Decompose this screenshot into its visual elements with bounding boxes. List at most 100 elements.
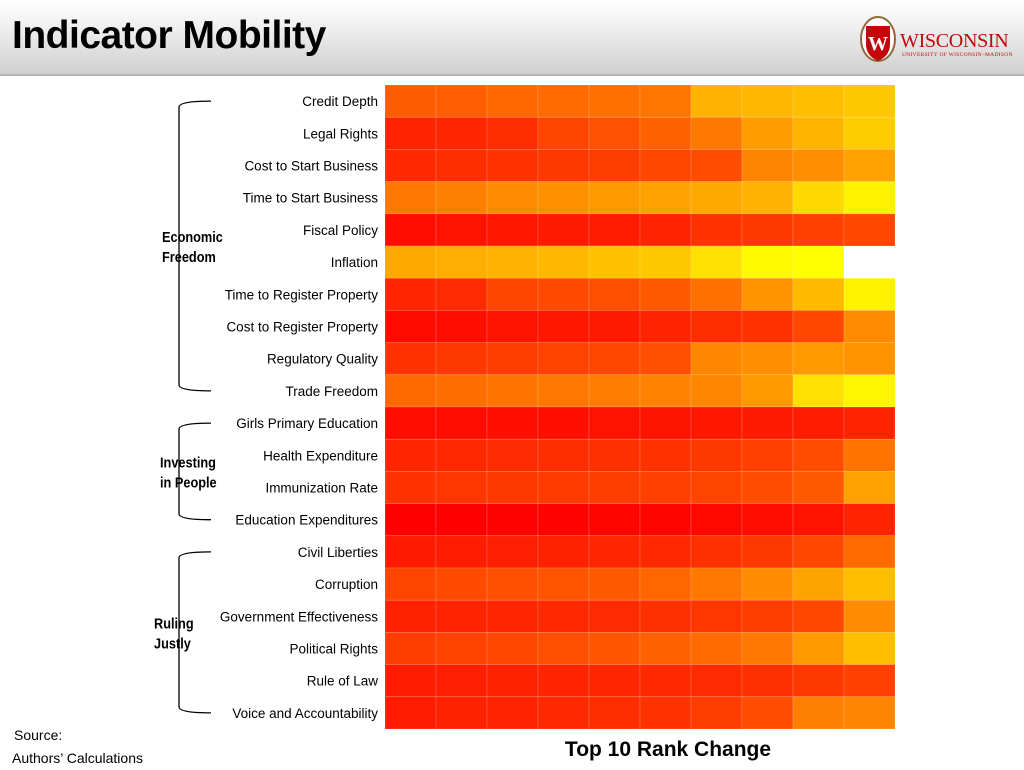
source-label: Source: bbox=[14, 727, 63, 743]
heatmap-cell bbox=[741, 696, 794, 730]
heatmap-cell bbox=[384, 535, 437, 569]
heatmap-cell bbox=[639, 149, 692, 182]
group-label: Economic bbox=[162, 229, 223, 245]
row-label: Civil Liberties bbox=[298, 545, 379, 560]
heatmap-cell bbox=[741, 471, 794, 504]
heatmap-cell bbox=[741, 503, 794, 537]
heatmap-cell bbox=[588, 213, 641, 247]
heatmap-cell bbox=[486, 503, 539, 537]
heatmap-cell bbox=[690, 342, 743, 376]
heatmap-cell bbox=[792, 181, 845, 215]
heatmap-cell bbox=[588, 310, 641, 343]
heatmap-cell bbox=[537, 149, 590, 182]
row-label: Time to Start Business bbox=[243, 191, 379, 206]
heatmap-cell bbox=[792, 277, 845, 311]
heatmap-cell bbox=[435, 438, 488, 472]
heatmap-cell bbox=[486, 245, 539, 279]
heatmap-cell bbox=[435, 374, 488, 408]
row-label: Immunization Rate bbox=[265, 481, 378, 496]
heatmap-cell bbox=[486, 342, 539, 376]
heatmap-cell bbox=[537, 503, 590, 537]
heatmap-cell bbox=[384, 471, 437, 504]
heatmap-cell bbox=[588, 599, 641, 633]
heatmap-cell bbox=[588, 632, 641, 665]
heatmap-cell bbox=[486, 664, 539, 698]
heatmap-cell bbox=[741, 567, 794, 601]
heatmap-cell bbox=[639, 438, 692, 472]
heatmap-cell bbox=[588, 406, 641, 440]
heatmap-cell bbox=[843, 406, 896, 440]
heatmap-cell bbox=[486, 213, 539, 247]
heatmap-cell bbox=[741, 277, 794, 311]
heatmap-cell bbox=[639, 535, 692, 569]
heatmap-cell bbox=[384, 438, 437, 472]
heatmap-cell bbox=[486, 181, 539, 215]
row-label: Inflation bbox=[331, 255, 378, 270]
row-label: Legal Rights bbox=[303, 126, 378, 141]
heatmap-cell bbox=[384, 310, 437, 343]
heatmap-cell bbox=[792, 471, 845, 504]
heatmap-cell bbox=[435, 245, 488, 279]
heatmap-cell bbox=[844, 246, 895, 279]
row-label: Cost to Start Business bbox=[244, 159, 378, 174]
heatmap-cell bbox=[486, 696, 539, 730]
row-label: Health Expenditure bbox=[263, 448, 378, 463]
heatmap-cell bbox=[639, 567, 692, 601]
row-label: Cost to Register Property bbox=[226, 320, 378, 335]
heatmap-cell bbox=[792, 116, 845, 150]
heatmap-cell bbox=[792, 342, 845, 376]
heatmap-cell bbox=[741, 599, 794, 633]
heatmap-cell bbox=[843, 696, 896, 730]
heatmap-cell bbox=[843, 277, 896, 311]
heatmap-cell bbox=[537, 342, 590, 376]
heatmap-cell bbox=[843, 503, 896, 537]
heatmap-cell bbox=[792, 535, 845, 569]
heatmap-cell bbox=[537, 632, 590, 665]
heatmap-cell bbox=[435, 181, 488, 215]
heatmap-cell bbox=[435, 342, 488, 376]
heatmap-cell bbox=[384, 599, 437, 633]
heatmap-cell bbox=[384, 149, 437, 182]
row-label: Education Expenditures bbox=[235, 513, 378, 528]
heatmap-cell bbox=[792, 567, 845, 601]
heatmap-cell bbox=[588, 471, 641, 504]
heatmap-cell bbox=[639, 471, 692, 504]
group-label: Ruling bbox=[154, 616, 194, 632]
logo-subtext: UNIVERSITY OF WISCONSIN–MADISON bbox=[902, 52, 1013, 58]
heatmap-cell bbox=[741, 438, 794, 472]
heatmap-cell bbox=[843, 310, 896, 343]
row-label: Fiscal Policy bbox=[303, 223, 378, 238]
heatmap-cell bbox=[741, 632, 794, 665]
heatmap-cell bbox=[690, 149, 743, 182]
heatmap-cell bbox=[588, 535, 641, 569]
heatmap-cell bbox=[435, 406, 488, 440]
heatmap-cell bbox=[486, 471, 539, 504]
heatmap-cell bbox=[486, 599, 539, 633]
heatmap-cell bbox=[792, 599, 845, 633]
heatmap-cell bbox=[384, 213, 437, 247]
heatmap-cell bbox=[486, 84, 539, 118]
heatmap-cell bbox=[792, 632, 845, 665]
heatmap-cell bbox=[537, 310, 590, 343]
heatmap-cell bbox=[537, 374, 590, 408]
row-label: Corruption bbox=[315, 577, 378, 592]
heatmap-cell bbox=[639, 181, 692, 215]
heatmap-cell bbox=[435, 535, 488, 569]
heatmap-cell bbox=[435, 149, 488, 182]
heatmap-cell bbox=[537, 245, 590, 279]
source-text: Authors’ Calculations bbox=[12, 750, 143, 766]
heatmap-cell bbox=[537, 471, 590, 504]
heatmap-cell bbox=[843, 567, 896, 601]
heatmap-cell bbox=[537, 664, 590, 698]
heatmap-cell bbox=[588, 245, 641, 279]
heatmap-cell bbox=[792, 664, 845, 698]
heatmap-cell bbox=[384, 245, 437, 279]
heatmap-cell bbox=[639, 599, 692, 633]
heatmap-cell bbox=[435, 503, 488, 537]
heatmap-cell bbox=[843, 599, 896, 633]
heatmap-cell bbox=[384, 84, 437, 118]
heatmap-cell bbox=[843, 116, 896, 150]
group-bracket bbox=[178, 551, 212, 714]
heatmap-cell bbox=[639, 277, 692, 311]
group-label: Freedom bbox=[162, 249, 216, 265]
